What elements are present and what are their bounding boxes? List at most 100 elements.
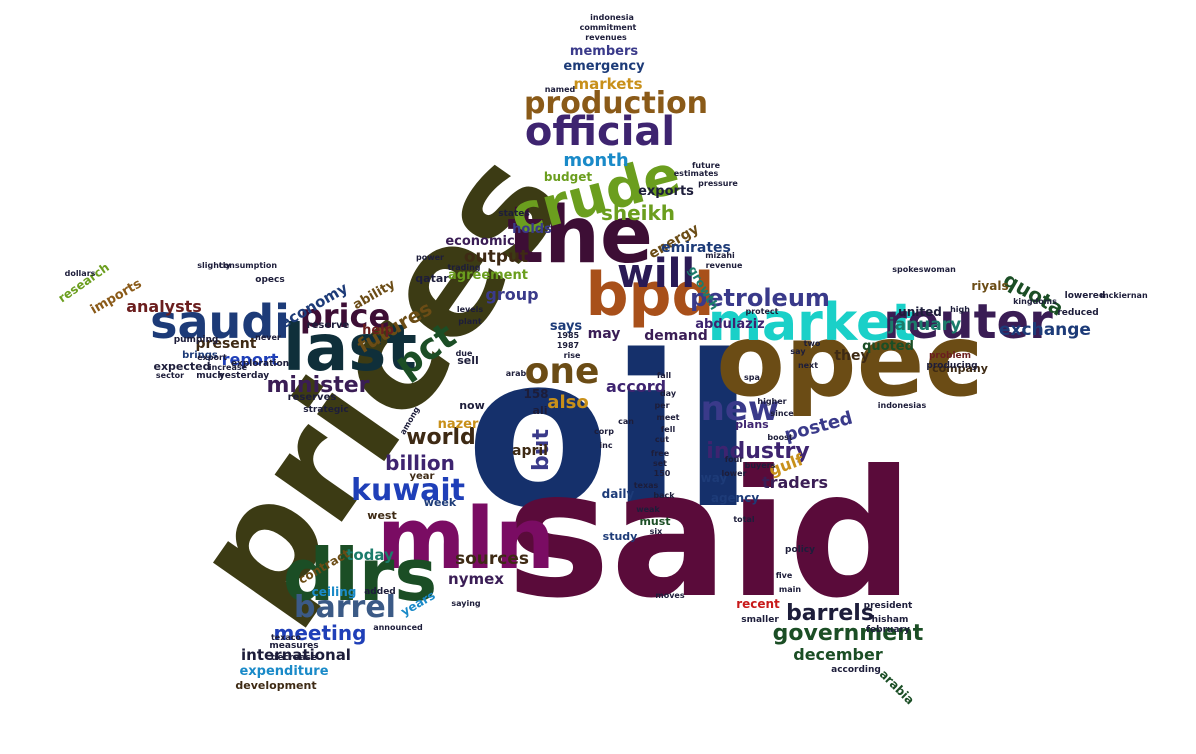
word-sector: sector bbox=[156, 371, 184, 380]
word-free: free bbox=[651, 449, 670, 458]
word-last: last bbox=[283, 312, 417, 386]
word-week: week bbox=[424, 496, 457, 509]
word-inc: inc bbox=[599, 441, 612, 450]
word-1985: 1985 bbox=[557, 331, 580, 340]
word-oil: oil bbox=[466, 310, 754, 555]
word-opec: opec bbox=[716, 302, 983, 419]
word-ali: ali bbox=[533, 404, 548, 417]
word-nymex: nymex bbox=[448, 570, 504, 588]
word-never: never bbox=[255, 333, 281, 342]
word-yesterday: yesterday bbox=[219, 371, 269, 381]
word-six: six bbox=[650, 527, 664, 536]
word-since: since bbox=[770, 409, 794, 418]
word-economic: economic bbox=[445, 234, 514, 249]
word-way: way bbox=[701, 471, 728, 485]
word-according: according bbox=[831, 665, 881, 675]
word-group: group bbox=[485, 285, 538, 304]
word-corp: corp bbox=[594, 427, 614, 436]
word-fall: fall bbox=[657, 371, 672, 380]
word-quoted: quoted bbox=[862, 339, 914, 354]
word-will: will bbox=[617, 251, 695, 297]
word-must: must bbox=[639, 515, 670, 528]
word-measures: measures bbox=[269, 641, 318, 651]
word-decrease: decrease bbox=[271, 653, 317, 663]
word-president: president bbox=[864, 601, 913, 611]
word-buyers: buyers bbox=[745, 461, 776, 470]
word-fell: fell bbox=[661, 425, 676, 434]
word-kuwait: kuwait bbox=[351, 473, 465, 508]
word-spokeswoman: spokeswoman bbox=[892, 265, 956, 274]
word-levels: levels bbox=[457, 305, 484, 314]
word-cut: cut bbox=[655, 435, 669, 444]
word-barrel: barrel bbox=[294, 590, 396, 625]
word-dlrs: dlrs bbox=[283, 533, 438, 617]
word-traders: traders bbox=[762, 473, 828, 492]
word-named: named bbox=[545, 85, 576, 94]
word-budget: budget bbox=[544, 170, 592, 184]
word-much: much bbox=[196, 371, 224, 381]
word-april: april bbox=[512, 443, 548, 459]
word-minister: minister bbox=[266, 373, 369, 398]
word-150: 150 bbox=[654, 469, 671, 478]
word-plant: plant bbox=[458, 317, 482, 326]
word-kingdoms: kingdoms bbox=[1013, 297, 1057, 306]
word-protect: protect bbox=[746, 307, 779, 316]
word-higher: higher bbox=[757, 397, 786, 406]
word-agency: agency bbox=[711, 491, 759, 505]
word-agreement: agreement bbox=[448, 268, 528, 283]
word-high: high bbox=[950, 305, 970, 314]
word-announced: announced bbox=[373, 623, 423, 632]
word-qatar: qatar bbox=[415, 272, 449, 285]
word-weak: weak bbox=[636, 505, 660, 514]
word-emirates: emirates bbox=[661, 240, 731, 256]
word-accord: accord bbox=[606, 377, 666, 396]
word-mckiernan: mckiernan bbox=[1100, 291, 1148, 300]
word-international: international bbox=[241, 646, 351, 664]
word-texas: texas bbox=[634, 481, 659, 490]
word-market: market bbox=[708, 293, 916, 353]
word-exploration: exploration bbox=[231, 359, 289, 369]
word-say: say bbox=[790, 347, 806, 356]
word-help: help bbox=[362, 323, 394, 338]
word-sheikh: sheikh bbox=[601, 201, 675, 225]
word-indonesias: indonesias bbox=[878, 401, 927, 410]
word-reduced: reduced bbox=[1057, 308, 1098, 318]
word-four: four bbox=[725, 455, 744, 464]
word-february: february bbox=[866, 625, 910, 635]
word-barrels: barrels bbox=[786, 601, 874, 626]
word-dollars: dollars bbox=[65, 269, 96, 278]
word-present: present bbox=[196, 336, 257, 352]
word-added: added bbox=[364, 587, 396, 597]
word-sell: sell bbox=[457, 354, 479, 367]
word-set: set bbox=[653, 459, 667, 468]
word-policy: policy bbox=[785, 545, 815, 555]
word-rise: rise bbox=[564, 351, 581, 360]
word-estimates: estimates bbox=[674, 169, 719, 178]
word-saudi: saudi bbox=[150, 295, 290, 349]
word-bpd: bpd bbox=[586, 260, 715, 330]
word-analysts: analysts bbox=[126, 297, 202, 316]
word-company: company bbox=[932, 362, 988, 375]
word-now: now bbox=[459, 399, 485, 412]
word-plans: plans bbox=[735, 418, 769, 431]
word-expenditure: expenditure bbox=[239, 664, 328, 679]
word-can: can bbox=[618, 417, 634, 426]
word-smaller: smaller bbox=[741, 615, 779, 625]
word-daily: daily bbox=[602, 487, 635, 501]
word-new: new bbox=[701, 389, 780, 429]
word-year: year bbox=[410, 471, 435, 482]
word-official: official bbox=[525, 109, 675, 155]
word-sources: sources bbox=[455, 549, 529, 569]
word-west: west bbox=[367, 509, 396, 522]
word-revenue: revenue bbox=[706, 261, 743, 270]
word-members: members bbox=[570, 44, 638, 59]
word-states: states bbox=[498, 209, 530, 219]
word-petroleum: petroleum bbox=[690, 284, 830, 312]
word-riyals: riyals bbox=[971, 279, 1008, 293]
word-one: one bbox=[525, 351, 600, 392]
word-power: power bbox=[416, 253, 444, 262]
word-expected: expected bbox=[153, 360, 210, 373]
word-reserves: reserves bbox=[288, 392, 337, 403]
word-output: output bbox=[464, 247, 528, 267]
